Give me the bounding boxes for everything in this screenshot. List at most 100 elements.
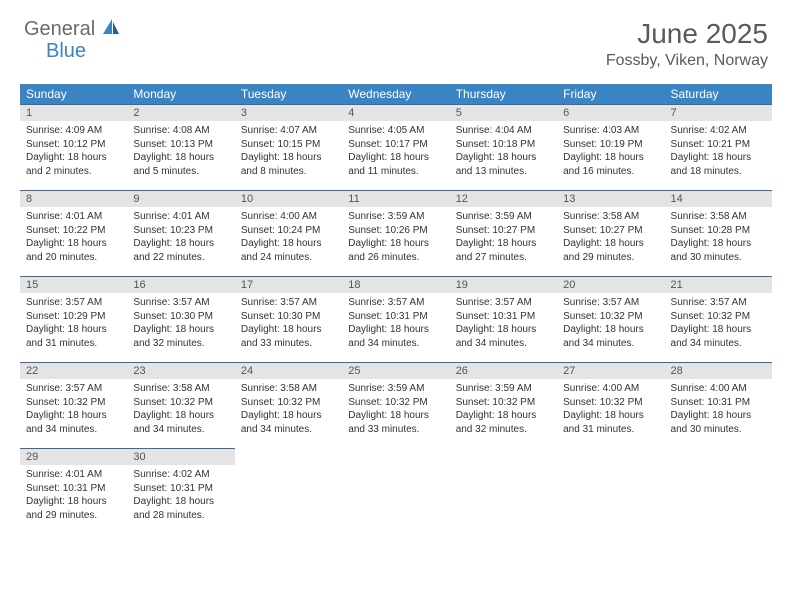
logo-text-blue: Blue bbox=[46, 40, 86, 63]
day-body: Sunrise: 4:03 AMSunset: 10:19 PMDaylight… bbox=[557, 121, 664, 184]
sunrise-text: Sunrise: 4:01 AM bbox=[26, 468, 121, 482]
calendar-week-row: 15Sunrise: 3:57 AMSunset: 10:29 PMDaylig… bbox=[20, 276, 772, 362]
daylight-text: Daylight: 18 hours and 18 minutes. bbox=[671, 151, 766, 178]
sunset-text: Sunset: 10:15 PM bbox=[241, 138, 336, 152]
daylight-text: Daylight: 18 hours and 8 minutes. bbox=[241, 151, 336, 178]
day-number: 26 bbox=[450, 362, 557, 379]
calendar-cell: 2Sunrise: 4:08 AMSunset: 10:13 PMDayligh… bbox=[127, 104, 234, 190]
sunset-text: Sunset: 10:32 PM bbox=[133, 396, 228, 410]
sunrise-text: Sunrise: 4:01 AM bbox=[26, 210, 121, 224]
calendar-cell: 23 Sunrise: 3:58 AMSunset: 10:32 PMDaylig… bbox=[127, 362, 234, 448]
sunrise-text: Sunrise: 3:59 AM bbox=[348, 210, 443, 224]
daylight-text: Daylight: 18 hours and 34 minutes. bbox=[241, 409, 336, 436]
day-number: 29 bbox=[20, 448, 127, 465]
calendar-cell: 9Sunrise: 4:01 AMSunset: 10:23 PMDayligh… bbox=[127, 190, 234, 276]
day-number: 15 bbox=[20, 276, 127, 293]
sunset-text: Sunset: 10:27 PM bbox=[456, 224, 551, 238]
daylight-text: Daylight: 18 hours and 34 minutes. bbox=[563, 323, 658, 350]
calendar-cell: 26Sunrise: 3:59 AMSunset: 10:32 PMDaylig… bbox=[450, 362, 557, 448]
calendar-cell bbox=[450, 448, 557, 534]
daylight-text: Daylight: 18 hours and 16 minutes. bbox=[563, 151, 658, 178]
daylight-text: Daylight: 18 hours and 5 minutes. bbox=[133, 151, 228, 178]
sunrise-text: Sunrise: 4:00 AM bbox=[563, 382, 658, 396]
sunrise-text: Sunrise: 3:58 AM bbox=[241, 382, 336, 396]
sunrise-text: Sunrise: 4:04 AM bbox=[456, 124, 551, 138]
day-body: Sunrise: 3:57 AMSunset: 10:29 PMDaylight… bbox=[20, 293, 127, 356]
sunrise-text: Sunrise: 4:09 AM bbox=[26, 124, 121, 138]
sunrise-text: Sunrise: 4:01 AM bbox=[133, 210, 228, 224]
day-number: 6 bbox=[557, 104, 664, 121]
daylight-text: Daylight: 18 hours and 31 minutes. bbox=[563, 409, 658, 436]
day-number: 28 bbox=[665, 362, 772, 379]
sunrise-text: Sunrise: 3:58 AM bbox=[133, 382, 228, 396]
weekday-sunday: Sunday bbox=[20, 84, 127, 104]
daylight-text: Daylight: 18 hours and 34 minutes. bbox=[133, 409, 228, 436]
sunset-text: Sunset: 10:31 PM bbox=[133, 482, 228, 496]
calendar-cell: 17Sunrise: 3:57 AMSunset: 10:30 PMDaylig… bbox=[235, 276, 342, 362]
sunset-text: Sunset: 10:12 PM bbox=[26, 138, 121, 152]
day-body: Sunrise: 3:57 AMSunset: 10:31 PMDaylight… bbox=[342, 293, 449, 356]
day-number: 2 bbox=[127, 104, 234, 121]
day-body: Sunrise: 4:07 AMSunset: 10:15 PMDaylight… bbox=[235, 121, 342, 184]
calendar-table: Sunday Monday Tuesday Wednesday Thursday… bbox=[20, 84, 772, 534]
day-body: Sunrise: 4:00 AMSunset: 10:32 PMDaylight… bbox=[557, 379, 664, 442]
calendar-cell: 10Sunrise: 4:00 AMSunset: 10:24 PMDaylig… bbox=[235, 190, 342, 276]
calendar-cell: 30Sunrise: 4:02 AMSunset: 10:31 PMDaylig… bbox=[127, 448, 234, 534]
day-number: 8 bbox=[20, 190, 127, 207]
day-number: 7 bbox=[665, 104, 772, 121]
day-body: Sunrise: 3:59 AMSunset: 10:27 PMDaylight… bbox=[450, 207, 557, 270]
weekday-thursday: Thursday bbox=[450, 84, 557, 104]
day-body: Sunrise: 4:02 AMSunset: 10:31 PMDaylight… bbox=[127, 465, 234, 528]
calendar-cell: 13Sunrise: 3:58 AMSunset: 10:27 PMDaylig… bbox=[557, 190, 664, 276]
daylight-text: Daylight: 18 hours and 26 minutes. bbox=[348, 237, 443, 264]
sunrise-text: Sunrise: 4:02 AM bbox=[671, 124, 766, 138]
daylight-text: Daylight: 18 hours and 30 minutes. bbox=[671, 237, 766, 264]
day-body: Sunrise: 3:58 AMSunset: 10:27 PMDaylight… bbox=[557, 207, 664, 270]
day-body: Sunrise: 3:58 AMSunset: 10:28 PMDaylight… bbox=[665, 207, 772, 270]
logo-text-general: General bbox=[24, 18, 95, 41]
sunset-text: Sunset: 10:32 PM bbox=[563, 310, 658, 324]
day-body: Sunrise: 3:57 AMSunset: 10:32 PMDaylight… bbox=[20, 379, 127, 442]
calendar-cell bbox=[342, 448, 449, 534]
sunset-text: Sunset: 10:32 PM bbox=[563, 396, 658, 410]
calendar-cell bbox=[665, 448, 772, 534]
day-number: 23 bbox=[127, 362, 234, 379]
sunrise-text: Sunrise: 3:57 AM bbox=[26, 296, 121, 310]
sunset-text: Sunset: 10:29 PM bbox=[26, 310, 121, 324]
day-body: Sunrise: 4:01 AMSunset: 10:23 PMDaylight… bbox=[127, 207, 234, 270]
calendar-cell: 15Sunrise: 3:57 AMSunset: 10:29 PMDaylig… bbox=[20, 276, 127, 362]
calendar-cell: 8Sunrise: 4:01 AMSunset: 10:22 PMDayligh… bbox=[20, 190, 127, 276]
calendar-cell: 1Sunrise: 4:09 AMSunset: 10:12 PMDayligh… bbox=[20, 104, 127, 190]
day-number: 5 bbox=[450, 104, 557, 121]
day-body: Sunrise: 3:57 AMSunset: 10:32 PMDaylight… bbox=[665, 293, 772, 356]
daylight-text: Daylight: 18 hours and 30 minutes. bbox=[671, 409, 766, 436]
sunset-text: Sunset: 10:17 PM bbox=[348, 138, 443, 152]
calendar-week-row: 29 Sunrise: 4:01 AM Sunset: 10:31 PM Daylig… bbox=[20, 448, 772, 534]
day-number: 19 bbox=[450, 276, 557, 293]
daylight-text: Daylight: 18 hours and 34 minutes. bbox=[456, 323, 551, 350]
calendar-cell: 5Sunrise: 4:04 AMSunset: 10:18 PMDayligh… bbox=[450, 104, 557, 190]
sunrise-text: Sunrise: 4:07 AM bbox=[241, 124, 336, 138]
day-number: 9 bbox=[127, 190, 234, 207]
day-body: Sunrise: 3:59 AMSunset: 10:32 PMDaylight… bbox=[342, 379, 449, 442]
calendar-cell: 20Sunrise: 3:57 AMSunset: 10:32 PMDaylig… bbox=[557, 276, 664, 362]
daylight-text: Daylight: 18 hours and 22 minutes. bbox=[133, 237, 228, 264]
sunset-text: Sunset: 10:31 PM bbox=[456, 310, 551, 324]
calendar-cell: 3Sunrise: 4:07 AMSunset: 10:15 PMDayligh… bbox=[235, 104, 342, 190]
daylight-text: Daylight: 18 hours and 29 minutes. bbox=[26, 495, 121, 522]
title-block: June 2025 Fossby, Viken, Norway bbox=[606, 18, 768, 70]
day-body: Sunrise: 4:00 AMSunset: 10:24 PMDaylight… bbox=[235, 207, 342, 270]
calendar-cell bbox=[557, 448, 664, 534]
calendar-cell: 6Sunrise: 4:03 AMSunset: 10:19 PMDayligh… bbox=[557, 104, 664, 190]
day-body: Sunrise: 3:57 AMSunset: 10:30 PMDaylight… bbox=[235, 293, 342, 356]
calendar-cell: 7Sunrise: 4:02 AMSunset: 10:21 PMDayligh… bbox=[665, 104, 772, 190]
daylight-text: Daylight: 18 hours and 34 minutes. bbox=[26, 409, 121, 436]
sunrise-text: Sunrise: 3:58 AM bbox=[563, 210, 658, 224]
sunset-text: Sunset: 10:32 PM bbox=[348, 396, 443, 410]
day-body: Sunrise: 3:59 AMSunset: 10:32 PMDaylight… bbox=[450, 379, 557, 442]
daylight-text: Daylight: 18 hours and 27 minutes. bbox=[456, 237, 551, 264]
sunset-text: Sunset: 10:24 PM bbox=[241, 224, 336, 238]
calendar-cell: 18Sunrise: 3:57 AMSunset: 10:31 PMDaylig… bbox=[342, 276, 449, 362]
calendar-cell: 22Sunrise: 3:57 AMSunset: 10:32 PMDaylig… bbox=[20, 362, 127, 448]
day-body: Sunrise: 4:04 AMSunset: 10:18 PMDaylight… bbox=[450, 121, 557, 184]
